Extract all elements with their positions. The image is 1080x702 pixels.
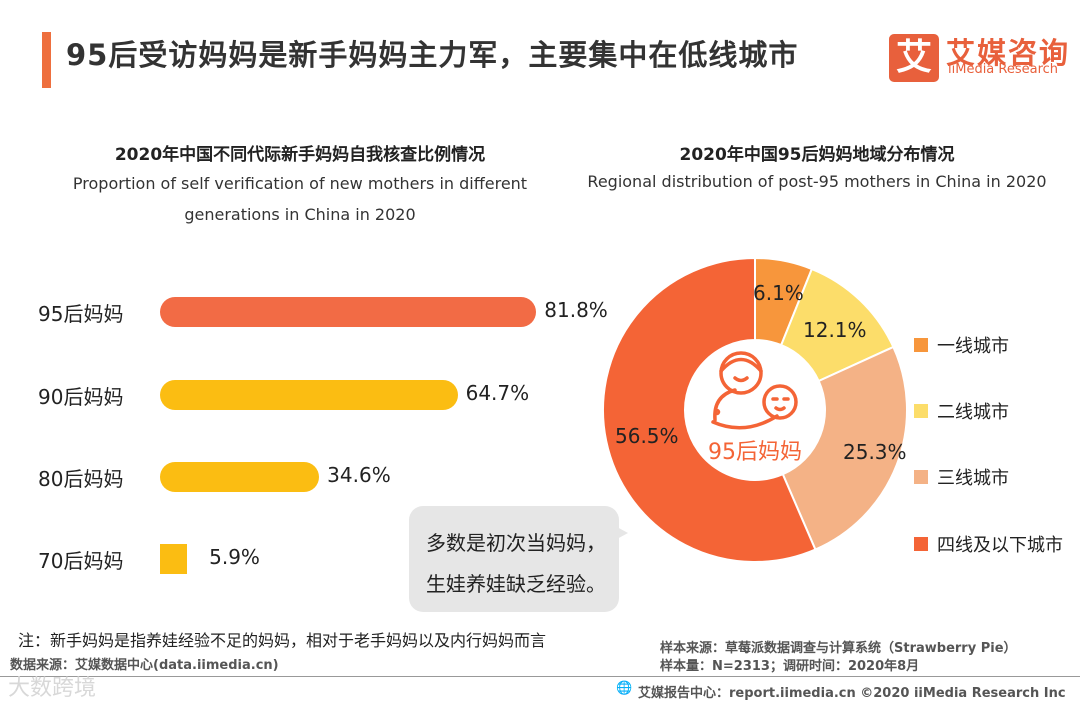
mother-baby-icon (711, 351, 798, 430)
brand-name-en: iiMedia Research (948, 62, 1059, 77)
donut-slice-3 (781, 345, 908, 551)
legend-swatch (914, 470, 928, 484)
bar-chart-subtitle-line2: generations in China in 2020 (184, 205, 416, 224)
bar-chart-subtitle-line1: Proportion of self verification of new m… (72, 174, 528, 193)
data-source: 数据来源：艾媒数据中心(data.iimedia.cn) (10, 658, 279, 673)
footer-divider (0, 676, 1080, 677)
footnote: 注：新手妈妈是指养娃经验不足的妈妈，相对于老手妈妈以及内行妈妈而言 (18, 631, 547, 650)
bar-1 (160, 297, 537, 327)
bar-2 (160, 380, 458, 410)
watermark: 大数跨境 (8, 676, 97, 701)
bar-chart-title: 2020年中国不同代际新手妈妈自我核查比例情况 (114, 145, 486, 165)
globe-icon: 🌐 (616, 681, 633, 696)
legend-swatch (914, 404, 928, 418)
donut-slice-4 (602, 256, 817, 563)
legend-label: 三线城市 (937, 468, 1009, 489)
callout-line1: 多数是初次当妈妈， (426, 531, 606, 555)
legend-swatch (914, 537, 928, 551)
bar-value-label: 5.9% (209, 545, 260, 569)
legend-label: 四线及以下城市 (937, 535, 1063, 556)
bar-category-label: 95后妈妈 (38, 302, 124, 326)
donut-slice-label-tier1: 6.1% (753, 281, 804, 305)
donut-chart: 95后妈妈 (602, 256, 908, 563)
sample-size: 样本量：N=2313；调研时间：2020年8月 (660, 659, 920, 674)
donut-chart-subtitle: Regional distribution of post-95 mothers… (587, 172, 1047, 191)
donut-slice-label-tier3: 25.3% (843, 440, 907, 464)
brand-name-cn: 艾媒咨询 (946, 36, 1071, 70)
bar-category-label: 90后妈妈 (38, 385, 124, 409)
donut-slice-label-tier2: 12.1% (803, 318, 867, 342)
donut-chart-title: 2020年中国95后妈妈地域分布情况 (679, 145, 955, 165)
bar-value-label: 34.6% (327, 463, 391, 487)
bar-4 (160, 544, 188, 574)
brand-logo-mark: 艾 (889, 34, 939, 82)
legend-swatch (914, 338, 928, 352)
bar-value-label: 81.8% (544, 298, 608, 322)
page-title: 95后受访妈妈是新手妈妈主力军，主要集中在低线城市 (66, 38, 799, 72)
legend-label: 一线城市 (937, 336, 1009, 357)
bar-category-label: 80后妈妈 (38, 467, 124, 491)
report-center: 艾媒报告中心：report.iimedia.cn ©2020 iiMedia R… (638, 686, 1066, 701)
donut-center-label: 95后妈妈 (708, 440, 802, 465)
bar-category-label: 70后妈妈 (38, 549, 124, 573)
sample-source: 样本来源：草莓派数据调查与计算系统（Strawberry Pie） (660, 641, 1017, 656)
bar-value-label: 64.7% (465, 381, 530, 405)
callout-bubble-tail (604, 520, 628, 546)
title-accent-bar (42, 32, 51, 88)
legend-label: 二线城市 (937, 402, 1009, 423)
callout-bubble (409, 506, 619, 612)
bar-3 (160, 462, 320, 492)
callout-line2: 生娃养娃缺乏经验。 (426, 572, 606, 596)
donut-slice-label-tier4: 56.5% (615, 424, 679, 448)
